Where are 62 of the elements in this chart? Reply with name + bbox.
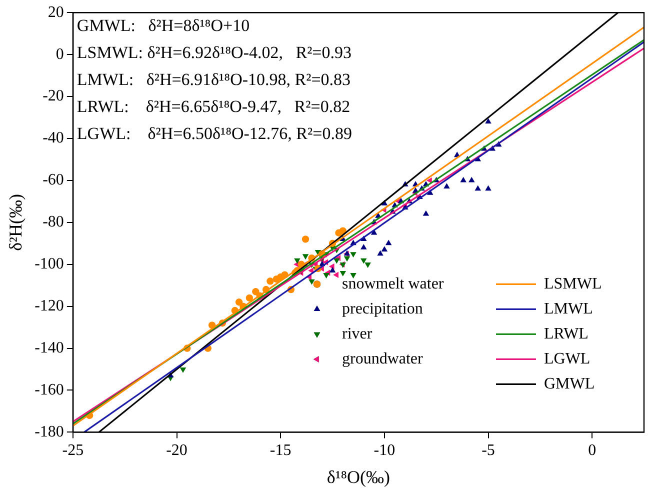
x-tick-label: -20 bbox=[166, 442, 188, 460]
x-tick-label: 0 bbox=[588, 442, 596, 460]
point bbox=[377, 250, 384, 256]
annotation: LSMWL: δ²H=6.92δ¹⁸O-4.02, R²=0.93 bbox=[76, 43, 352, 62]
x-axis-title: δ¹⁸O(‰) bbox=[326, 466, 390, 487]
point bbox=[308, 279, 315, 285]
point bbox=[340, 270, 346, 276]
point bbox=[474, 185, 481, 191]
point bbox=[485, 118, 492, 124]
y-tick-label: -20 bbox=[42, 88, 64, 105]
y-tick-label: 20 bbox=[48, 4, 64, 21]
point bbox=[350, 252, 356, 258]
legend-label: LRWL bbox=[544, 325, 588, 342]
point bbox=[328, 263, 334, 270]
point bbox=[302, 254, 309, 260]
point bbox=[422, 210, 430, 216]
annotation: LMWL: δ²H=6.91δ¹⁸O-10.98, R²=0.83 bbox=[76, 70, 351, 90]
point bbox=[344, 256, 350, 262]
point bbox=[180, 367, 186, 373]
y-tick-label: -40 bbox=[42, 130, 64, 147]
x-tick-label: -25 bbox=[62, 442, 84, 460]
point bbox=[329, 267, 336, 272]
y-tick-label: -60 bbox=[42, 172, 64, 189]
point bbox=[294, 258, 300, 264]
y-tick-label: -80 bbox=[42, 214, 64, 231]
legend-label: LGWL bbox=[544, 350, 590, 368]
point bbox=[246, 294, 254, 302]
point bbox=[323, 273, 330, 278]
y-tick-label: -120 bbox=[34, 298, 64, 315]
y-tick-label: -180 bbox=[34, 423, 64, 440]
y-tick-label: -160 bbox=[34, 381, 64, 398]
point bbox=[381, 246, 388, 252]
point bbox=[444, 183, 450, 189]
y-tick-label: 0 bbox=[56, 46, 64, 63]
point bbox=[266, 278, 274, 285]
x-tick-label: -10 bbox=[374, 442, 396, 460]
point bbox=[333, 272, 338, 278]
annotation: LGWL: δ²H=6.50δ¹⁸O-12.76, R²=0.89 bbox=[76, 124, 352, 144]
point bbox=[485, 185, 492, 191]
y-axis-title: δ²H(‰) bbox=[6, 194, 26, 251]
point bbox=[334, 258, 340, 264]
annotation: GMWL: δ²H=8δ¹⁸O+10 bbox=[76, 16, 250, 36]
legend-label: precipitation bbox=[342, 300, 423, 318]
y-tick-label: -100 bbox=[34, 256, 64, 273]
legend-label: groundwater bbox=[342, 350, 424, 368]
x-tick-label: -5 bbox=[482, 442, 495, 460]
legend-label: LMWL bbox=[544, 300, 593, 318]
point bbox=[460, 176, 466, 182]
annotation: LRWL: δ²H=6.65δ¹⁸O-9.47, R²=0.82 bbox=[76, 97, 350, 116]
point bbox=[302, 236, 310, 243]
point bbox=[360, 258, 367, 264]
legend-label: LSMWL bbox=[544, 275, 602, 292]
point bbox=[385, 240, 392, 246]
point bbox=[426, 177, 432, 184]
point bbox=[364, 262, 371, 268]
y-tick-label: -140 bbox=[34, 339, 64, 356]
point bbox=[360, 244, 367, 250]
x-tick-label: -15 bbox=[270, 442, 292, 460]
legend-label: snowmelt water bbox=[342, 275, 444, 292]
point bbox=[468, 176, 475, 182]
legend-label: GMWL bbox=[544, 375, 595, 392]
legend-label: river bbox=[342, 325, 373, 342]
